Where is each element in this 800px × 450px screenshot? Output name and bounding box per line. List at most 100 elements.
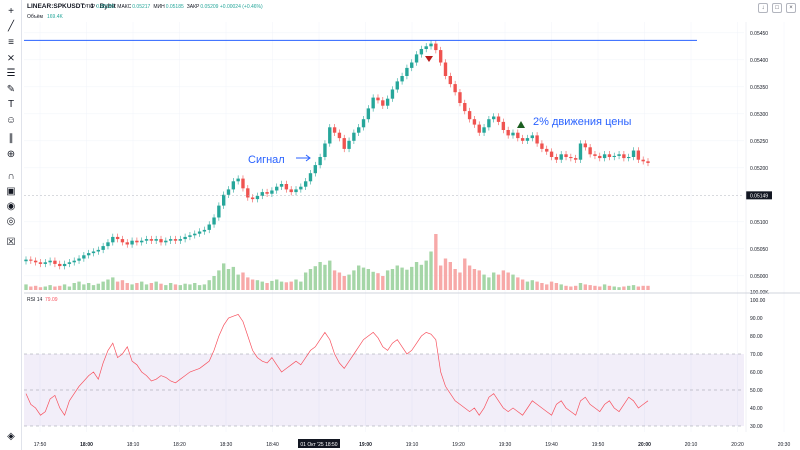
ohlc-value: 0.05209 +0.00024 (+0.46%) — [200, 4, 263, 10]
volume-bar — [33, 285, 38, 290]
candle-body — [578, 143, 583, 160]
candle-body — [183, 236, 187, 240]
trash-icon[interactable]: ☒ — [6, 237, 16, 248]
symbol-title[interactable]: LINEAR:SPKUSDT · 1 · Bybit — [27, 3, 116, 10]
drawing-toolbar: + ╱ ≡ ⨯ ☰ ✎ T ☺ ∥ ⊕ ∩ ▣ ◉ ◎ ☒ ◈ — [0, 0, 22, 450]
candle-body — [144, 239, 149, 241]
rsi-tick: 60.00 — [750, 370, 763, 376]
candle-body — [593, 154, 597, 156]
candle-body — [275, 186, 279, 191]
lock-drawing-icon[interactable]: ▣ — [6, 186, 16, 197]
ohlc-key: МАКС — [117, 4, 132, 10]
volume-bar — [91, 285, 96, 290]
magnet-icon[interactable]: ∩ — [7, 171, 15, 182]
candle-body — [530, 135, 534, 139]
volume-bar — [82, 284, 86, 290]
current-price-badge — [746, 191, 772, 200]
volume-bar — [511, 274, 515, 290]
volume-bar — [492, 272, 496, 290]
signal-annotation: Сигнал — [248, 154, 285, 166]
price-tick: 0.05300 — [750, 112, 768, 118]
candle-body — [405, 67, 409, 76]
volume-bar — [168, 283, 173, 290]
trend-line-icon[interactable]: ╱ — [7, 21, 15, 32]
volume-bar — [159, 283, 163, 290]
maximize-icon[interactable]: □ — [772, 3, 782, 13]
time-tick: 20:10 — [685, 442, 698, 448]
layers-icon[interactable]: ◈ — [7, 431, 15, 442]
candle-body — [260, 192, 264, 196]
time-tick: 18:20 — [173, 442, 186, 448]
smile-icon[interactable]: ☺ — [5, 115, 17, 126]
volume-bar — [188, 284, 192, 290]
volume-bar — [53, 286, 57, 290]
candle-body — [607, 154, 612, 157]
volume-bar — [101, 281, 105, 290]
candle-body — [53, 260, 57, 264]
close-icon[interactable]: × — [786, 3, 796, 13]
price-tick: 0.05200 — [750, 166, 768, 172]
candle-body — [453, 84, 457, 93]
symbol-legend[interactable]: LINEAR:SPKUSDT · 1 · Bybit — [27, 3, 116, 10]
volume-bar — [395, 265, 399, 290]
current-price-label: 0.05149 — [750, 193, 768, 199]
candle-body — [91, 251, 96, 254]
candle-body — [82, 255, 86, 259]
brush-icon[interactable]: ✎ — [6, 84, 16, 95]
candle-body — [458, 92, 462, 103]
volume-bar — [250, 279, 255, 290]
fork-icon[interactable]: ⨯ — [6, 53, 16, 64]
volume-bar — [641, 285, 645, 290]
volume-bar — [284, 282, 289, 290]
volume-bar — [72, 283, 76, 290]
volume-bar — [260, 281, 264, 290]
volume-bar — [241, 272, 245, 290]
rsi-line — [25, 313, 649, 416]
volume-bar — [255, 280, 260, 290]
price-tick: 0.05450 — [750, 31, 768, 37]
candle-body — [352, 132, 356, 141]
candle-body — [111, 236, 115, 243]
candle-body — [38, 262, 43, 264]
candle-body — [617, 154, 621, 156]
candle-body — [438, 50, 443, 63]
candle-body — [154, 239, 158, 241]
candle-body — [222, 194, 226, 206]
candle-body — [24, 259, 28, 262]
candle-body — [217, 205, 221, 218]
candle-body — [569, 157, 573, 159]
text-icon[interactable]: T — [7, 99, 15, 110]
horizontal-lines-icon[interactable]: ≡ — [8, 37, 14, 48]
candle-body — [636, 150, 641, 160]
volume-bar — [323, 264, 327, 290]
candle-body — [559, 154, 563, 160]
ruler-icon[interactable]: ∥ — [8, 133, 14, 144]
crosshair-icon[interactable]: + — [8, 6, 14, 17]
volume-bar — [573, 285, 578, 290]
candle-body — [434, 43, 438, 51]
candle-body — [231, 181, 236, 190]
candle-body — [106, 242, 110, 247]
volume-bar — [24, 284, 28, 290]
zoom-in-icon[interactable]: ⊕ — [6, 149, 16, 160]
volume-bar — [588, 285, 592, 290]
volume-bar — [328, 260, 332, 290]
eye-icon[interactable]: ◎ — [6, 216, 16, 227]
candle-body — [390, 89, 395, 99]
hide-drawings-icon[interactable]: ◉ — [6, 201, 16, 212]
candle-body — [193, 233, 197, 236]
fib-icon[interactable]: ☰ — [6, 68, 16, 79]
candle-body — [212, 217, 216, 225]
volume-bar — [303, 272, 308, 290]
scroll-down-icon[interactable]: ↓ — [758, 3, 768, 13]
rsi-value: 79.09 — [45, 297, 58, 303]
volume-bar — [96, 283, 101, 290]
candle-body — [202, 229, 207, 232]
candle-body — [627, 157, 631, 159]
volume-bar — [183, 283, 187, 290]
move-annotation: 2% движения цены — [533, 116, 631, 128]
ohlc-value: 0.05185 — [96, 4, 115, 10]
volume-bar — [217, 270, 221, 290]
